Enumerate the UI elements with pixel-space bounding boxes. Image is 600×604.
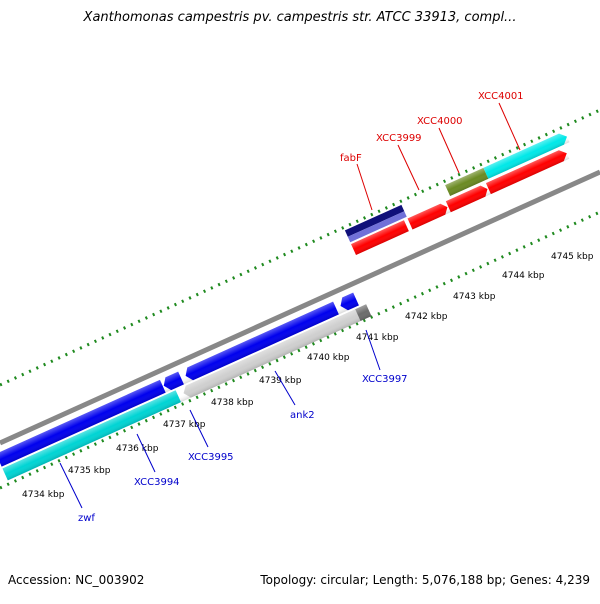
- gene-label-xcc4001[interactable]: XCC4001: [478, 91, 524, 102]
- scale-label: 4741 kbp: [356, 333, 399, 343]
- map-title: Xanthomonas campestris pv. campestris st…: [83, 10, 517, 25]
- scale-label: 4735 kbp: [68, 466, 111, 476]
- scale-label: 4742 kbp: [405, 312, 448, 322]
- scale-label: 4743 kbp: [453, 292, 496, 302]
- rna-feature-dark[interactable]: [344, 204, 405, 237]
- rna-feature-light[interactable]: [347, 211, 407, 243]
- gene-label-xcc3999[interactable]: XCC3999: [376, 133, 422, 144]
- reverse-gene-labels: XCC3997 ank2 XCC3995 XCC3994 zwf: [59, 329, 408, 524]
- inner-tick-track: [0, 210, 600, 490]
- gene-label-ank2[interactable]: ank2: [290, 410, 315, 421]
- scale-label: 4744 kbp: [502, 271, 545, 281]
- gene-label-xcc4000[interactable]: XCC4000: [417, 116, 463, 127]
- forward-strand-features: [344, 131, 570, 255]
- scale-label: 4745 kbp: [551, 252, 594, 262]
- genome-summary-text: Topology: circular; Length: 5,076,188 bp…: [260, 573, 590, 587]
- gene-label-zwf[interactable]: zwf: [78, 513, 95, 524]
- scale-label: 4734 kbp: [22, 490, 65, 500]
- scale-label: 4738 kbp: [211, 398, 254, 408]
- scale-label: 4737 kbp: [163, 420, 206, 430]
- gene-label-xcc3994[interactable]: XCC3994: [134, 477, 180, 488]
- gene-label-xcc3995[interactable]: XCC3995: [188, 452, 234, 463]
- scale-labels: 4734 kbp 4735 kbp 4736 kbp 4737 kbp 4738…: [22, 252, 594, 500]
- forward-gene-labels: fabF XCC3999 XCC4000 XCC4001: [340, 91, 524, 211]
- gene-label-xcc3997[interactable]: XCC3997: [362, 374, 408, 385]
- backbone-line: [0, 169, 600, 446]
- gene-label-fabF[interactable]: fabF: [340, 153, 362, 164]
- accession-text: Accession: NC_003902: [8, 573, 145, 587]
- scale-label: 4736 kbp: [116, 444, 159, 454]
- reverse-strand-features: [0, 292, 372, 481]
- scale-label: 4740 kbp: [307, 353, 350, 363]
